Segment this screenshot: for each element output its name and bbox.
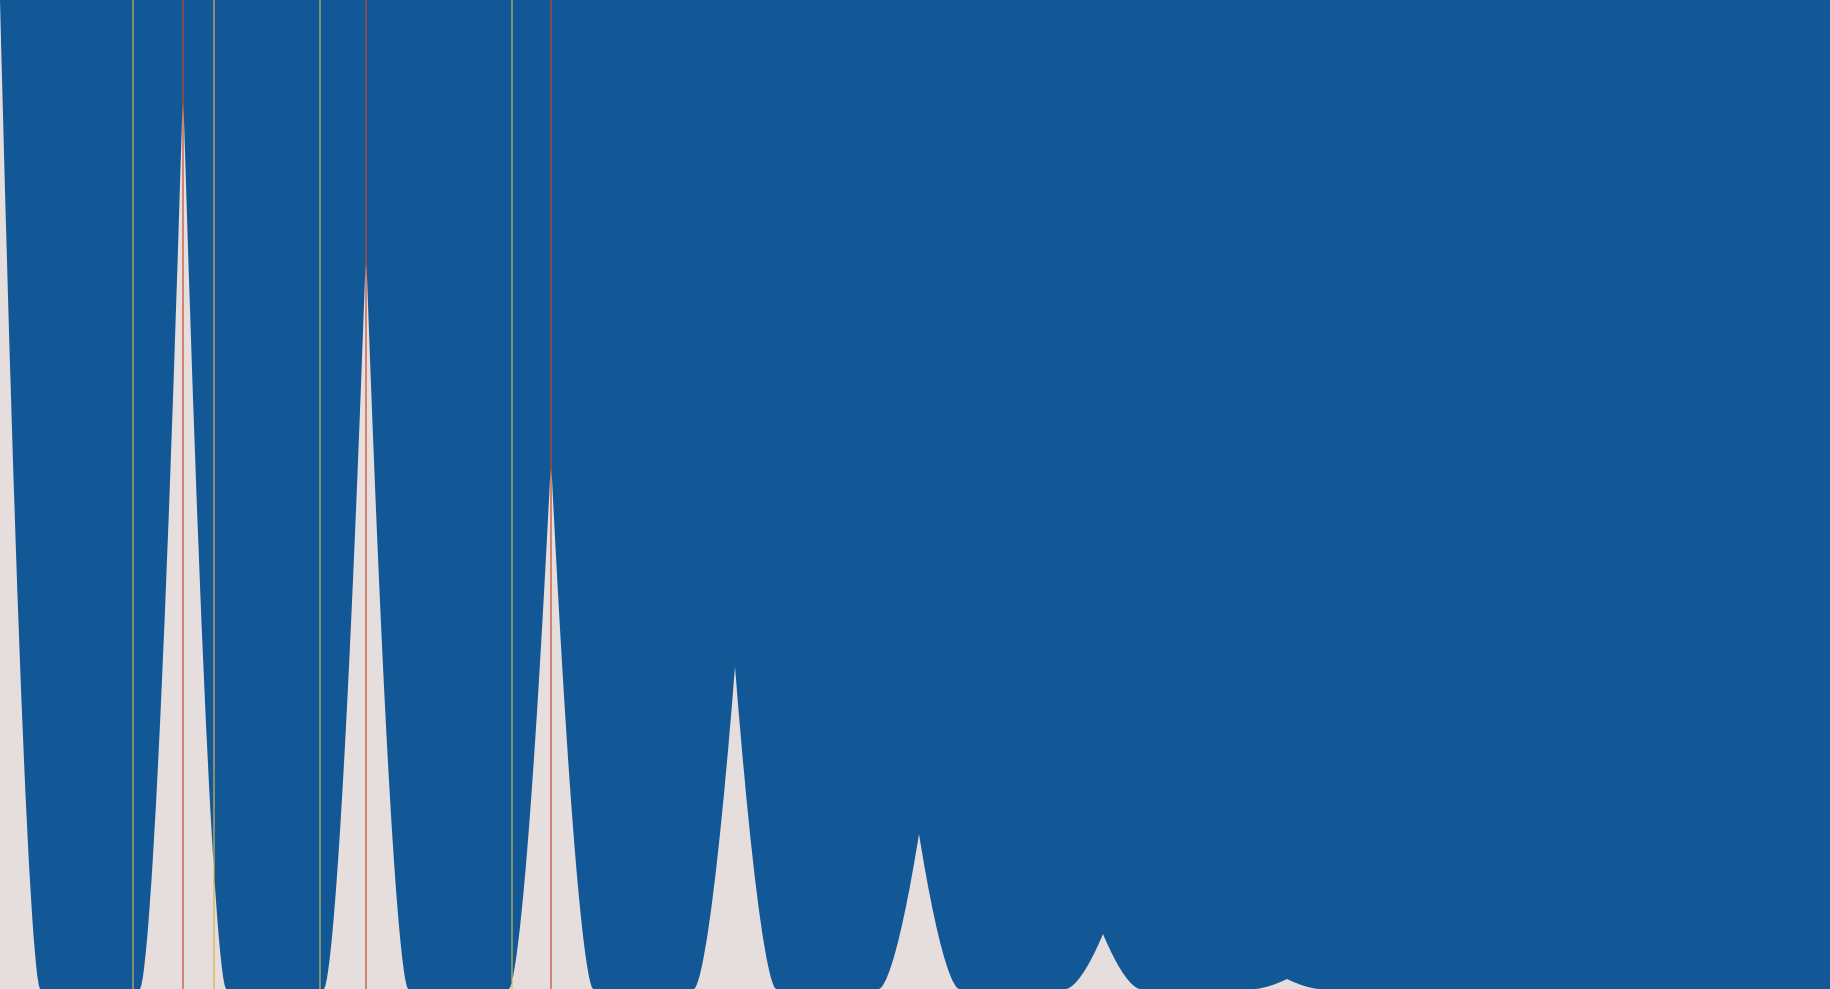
peak-area-6 bbox=[879, 834, 959, 989]
peak-area-1 bbox=[0, 0, 40, 989]
peak-area-8 bbox=[1254, 979, 1320, 989]
marker-layer bbox=[132, 0, 552, 989]
peak-area-5 bbox=[694, 667, 776, 989]
peak-area-7 bbox=[1066, 934, 1140, 989]
